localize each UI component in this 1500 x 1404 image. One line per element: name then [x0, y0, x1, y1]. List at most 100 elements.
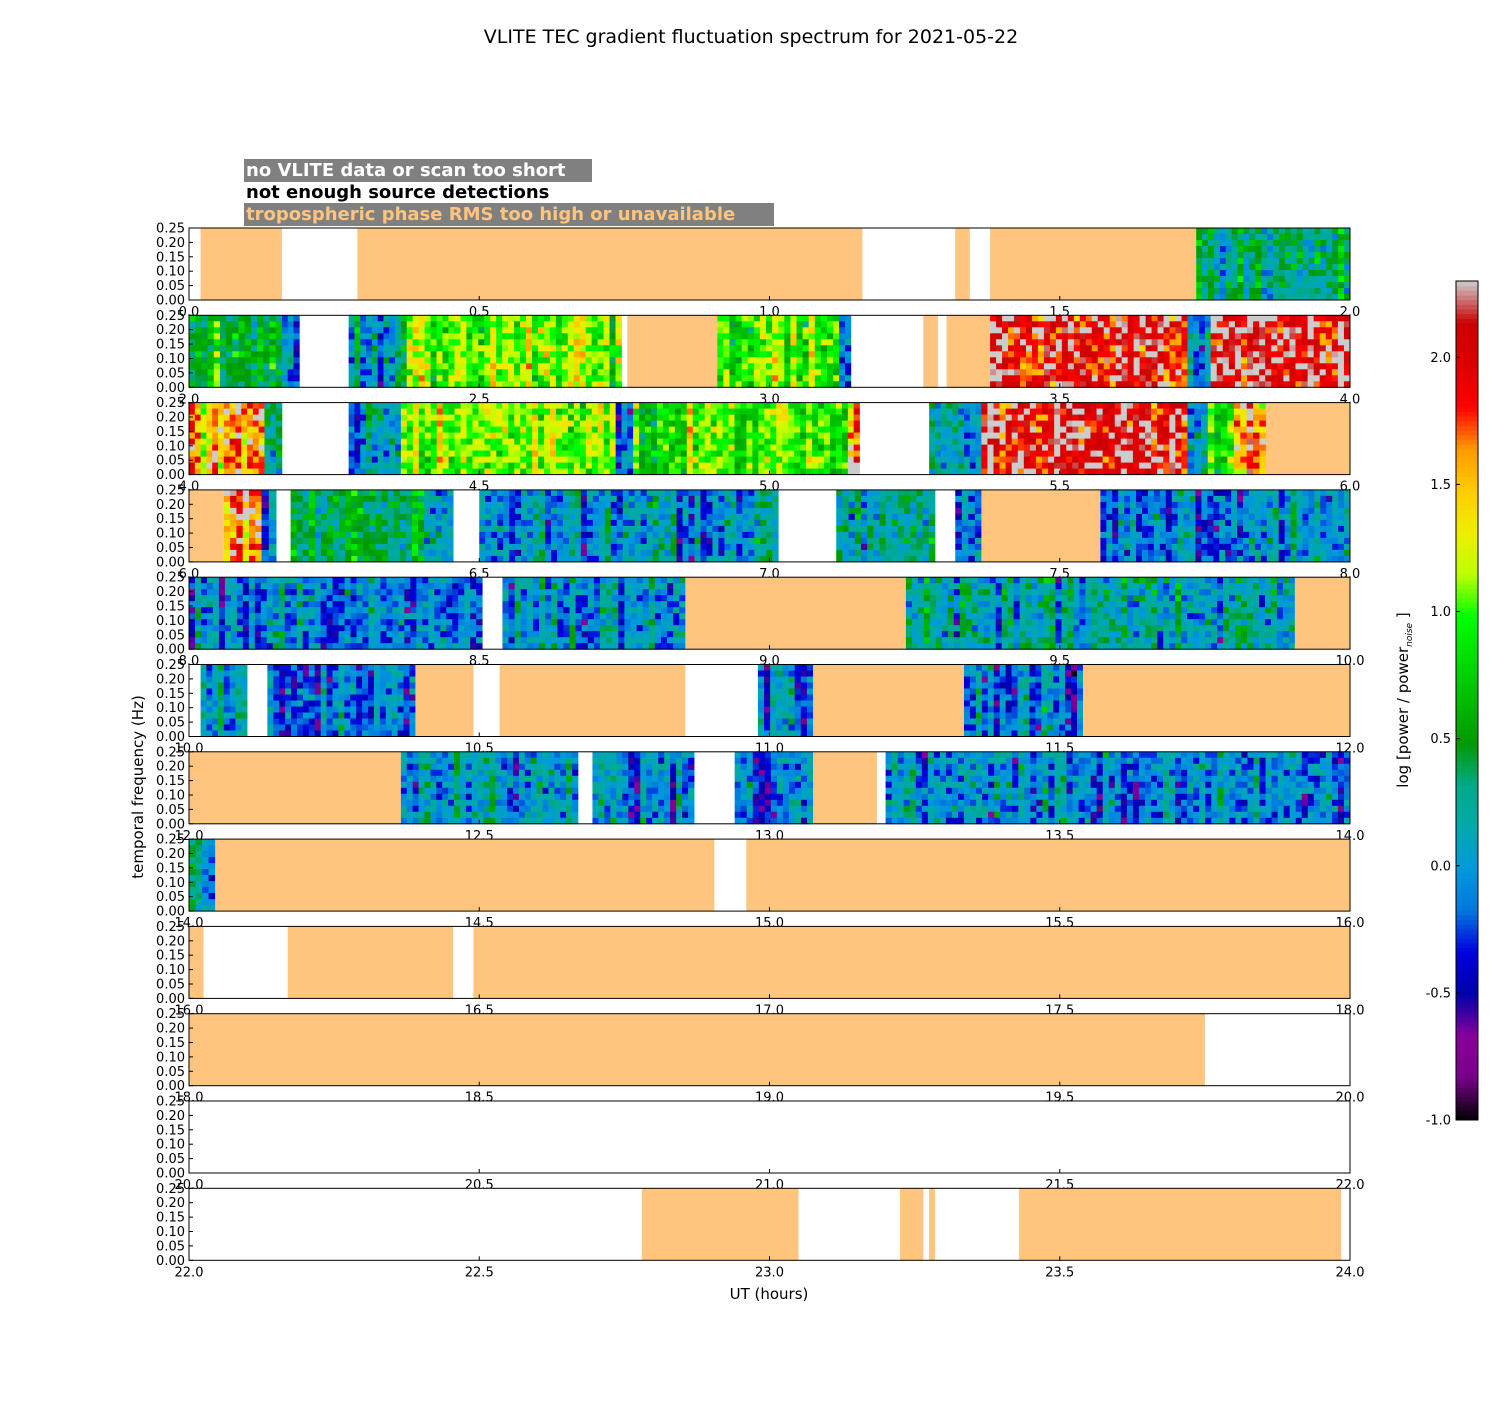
spectrum-cell [627, 445, 633, 451]
spectrum-cell [575, 502, 581, 508]
spectrum-cell [539, 508, 545, 514]
spectrum-cell [1326, 327, 1332, 333]
spectrum-cell [276, 433, 282, 439]
spectrum-cell [1193, 375, 1199, 381]
spectrum-cell [748, 514, 754, 520]
spectrum-cell [730, 520, 736, 526]
spectrum-cell [568, 403, 574, 409]
spectrum-cell [255, 544, 262, 550]
spectrum-cell [497, 502, 503, 508]
spectrum-cell [1289, 375, 1295, 381]
spectrum-cell [1235, 369, 1241, 375]
spectrum-cell [1122, 375, 1128, 381]
spectrum-cell [1247, 321, 1253, 327]
spectrum-cell [610, 369, 616, 375]
spectrum-cell [269, 490, 277, 496]
spectrum-cell [760, 375, 767, 381]
spectrum-cell [1187, 409, 1194, 415]
spectrum-cell [848, 415, 854, 421]
spectrum-cell [1279, 258, 1285, 264]
spectrum-cell [189, 339, 196, 345]
spectrum-cell [693, 451, 699, 457]
spectrum-cell [527, 496, 533, 502]
spectrum-cell [1145, 463, 1151, 469]
spectrum-cell [372, 439, 378, 445]
spectrum-cell [257, 351, 264, 357]
spectrum-cell [349, 333, 355, 339]
spectrum-cell [1223, 381, 1229, 387]
spectrum-cell [406, 490, 412, 496]
spectrum-cell [383, 357, 389, 363]
spectrum-cell [264, 445, 270, 451]
spectrum-cell [629, 514, 635, 520]
spectrum-cell [1308, 381, 1314, 387]
spectrum-cell [424, 532, 430, 538]
spectrum-cell [776, 445, 782, 451]
spectrum-cell [729, 333, 736, 339]
spectrum-cell [1214, 457, 1221, 463]
spectrum-cell [383, 327, 389, 333]
spectrum-cell [760, 315, 767, 321]
spectrum-cell [724, 538, 730, 544]
spectrum-cell [575, 538, 581, 544]
spectrum-cell [241, 409, 247, 415]
spectrum-cell [718, 508, 724, 514]
spectrum-cell [447, 556, 453, 562]
spectrum-cell [1320, 276, 1326, 282]
spectrum-cell [1056, 375, 1062, 381]
spectrum-cell [400, 496, 406, 502]
spectrum-cell [1332, 276, 1338, 282]
spectrum-cell [1121, 427, 1127, 433]
spectrum-cell [401, 315, 407, 321]
spectrum-cell [556, 327, 562, 333]
spectrum-cell [782, 439, 788, 445]
spectrum-cell [239, 357, 246, 363]
spectrum-cell [251, 345, 258, 351]
spectrum-cell [447, 520, 453, 526]
spectrum-cell [1326, 288, 1332, 294]
spectrum-cell [996, 339, 1002, 345]
spectrum-cell [806, 439, 812, 445]
spectrum-cell [1116, 375, 1122, 381]
spectrum-cell [378, 321, 384, 327]
spectrum-cell [545, 526, 551, 532]
spectrum-cell [354, 381, 360, 387]
spectrum-cell [592, 375, 598, 381]
spectrum-cell [550, 469, 556, 475]
spectrum-cell [790, 369, 797, 375]
spectrum-cell [461, 415, 467, 421]
spectrum-cell [1326, 321, 1332, 327]
spectrum-cell [790, 351, 797, 357]
spectrum-cell [333, 520, 339, 526]
spectrum-cell [671, 526, 677, 532]
spectrum-cell [545, 532, 551, 538]
spectrum-cell [1000, 421, 1006, 427]
spectrum-cell [770, 469, 776, 475]
spectrum-cell [442, 363, 448, 369]
spectrum-cell [291, 526, 297, 532]
spectrum-cell [526, 457, 532, 463]
spectrum-cell [1110, 327, 1116, 333]
spectrum-cell [1110, 369, 1116, 375]
spectrum-cell [437, 415, 443, 421]
spectrum-cell [1066, 403, 1072, 409]
spectrum-cell [1279, 252, 1285, 258]
spectrum-cell [598, 427, 604, 433]
spectrum-cell [276, 369, 283, 375]
spectrum-cell [401, 415, 407, 421]
spectrum-cell [224, 532, 231, 538]
spectrum-cell [442, 333, 448, 339]
spectrum-cell [245, 375, 252, 381]
spectrum-cell [425, 409, 431, 415]
spectrum-cell [503, 508, 509, 514]
spectrum-cell [413, 357, 419, 363]
spectrum-cell [354, 357, 360, 363]
spectrum-cell [827, 369, 834, 375]
spectrum-cell [964, 403, 970, 409]
spectrum-cell [976, 439, 982, 445]
spectrum-cell [1104, 345, 1110, 351]
spectrum-cell [1338, 357, 1344, 363]
spectrum-cell [1012, 463, 1018, 469]
spectrum-cell [418, 538, 424, 544]
